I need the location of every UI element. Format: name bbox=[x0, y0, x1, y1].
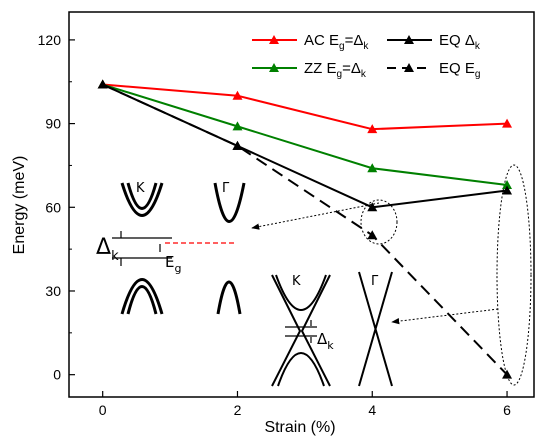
y-tick-label-2: 60 bbox=[45, 199, 61, 215]
x-tick-label-1: 2 bbox=[234, 402, 242, 418]
legend-marker-2 bbox=[404, 35, 414, 44]
x-tick-label-0: 0 bbox=[99, 402, 107, 418]
inset-gamma-label-left: Γ bbox=[222, 181, 230, 196]
series-3-point-1 bbox=[232, 140, 243, 150]
y-axis-label: Energy (meV) bbox=[11, 156, 28, 255]
inset-delta-label-right: Δk bbox=[317, 330, 334, 352]
series-line-2 bbox=[102, 83, 508, 209]
series-1-point-2 bbox=[367, 163, 378, 173]
x-tick-label-2: 4 bbox=[368, 402, 376, 418]
series-line-3 bbox=[102, 83, 508, 376]
series-0-point-3 bbox=[502, 118, 513, 128]
legend: AC Eg=Δk EQ Δk ZZ Eg=Δk EQ Eg bbox=[252, 32, 481, 80]
series-1-point-3 bbox=[502, 179, 513, 189]
inset-eg-label-left: Eg bbox=[165, 253, 181, 275]
series-0-point-1 bbox=[232, 90, 243, 100]
series-line-0 bbox=[102, 83, 508, 131]
x-tick-label-3: 6 bbox=[503, 402, 511, 418]
legend-marker-1 bbox=[269, 63, 279, 72]
inset-gamma-label-right: Γ bbox=[371, 274, 379, 289]
inset-k-label-left: K bbox=[136, 181, 145, 196]
series-layer bbox=[97, 79, 513, 379]
y-tick-label-1: 30 bbox=[45, 283, 61, 299]
inset-gap-markers-left bbox=[112, 231, 234, 266]
plot-frame bbox=[68, 11, 535, 398]
legend-label-1: ZZ Eg=Δk bbox=[304, 60, 367, 80]
inset-k-label-right: K bbox=[292, 274, 301, 289]
inset-bands-unstrained bbox=[120, 182, 246, 315]
x-axis-label: Strain (%) bbox=[264, 419, 335, 436]
series-0-point-2 bbox=[367, 124, 378, 134]
legend-label-2: EQ Δk bbox=[439, 32, 481, 52]
inset-bands-strained bbox=[271, 271, 393, 387]
callout-ellipse-6 bbox=[496, 164, 532, 386]
callout-ellipse-4 bbox=[360, 199, 398, 245]
series-line-1 bbox=[102, 83, 508, 186]
series-3-point-3 bbox=[502, 369, 513, 379]
series-1-point-1 bbox=[232, 121, 243, 131]
y-tick-label-3: 90 bbox=[45, 116, 61, 132]
legend-label-3: EQ Eg bbox=[439, 60, 480, 80]
callout-arrow-4 bbox=[251, 202, 380, 230]
legend-label-0: AC Eg=Δk bbox=[304, 32, 369, 52]
inset-delta-label-left: Δk bbox=[96, 235, 119, 264]
series-2-point-2 bbox=[367, 202, 378, 212]
y-tick-label-4: 120 bbox=[38, 32, 62, 48]
callout-arrow-6 bbox=[391, 308, 499, 325]
inset-gap-markers-right bbox=[285, 320, 317, 343]
legend-marker-3 bbox=[404, 63, 414, 72]
series-2-point-3 bbox=[502, 185, 513, 195]
y-tick-label-0: 0 bbox=[53, 367, 61, 383]
legend-marker-0 bbox=[269, 35, 279, 44]
series-3-point-2 bbox=[367, 230, 378, 240]
series-3-point-0 bbox=[97, 79, 108, 89]
